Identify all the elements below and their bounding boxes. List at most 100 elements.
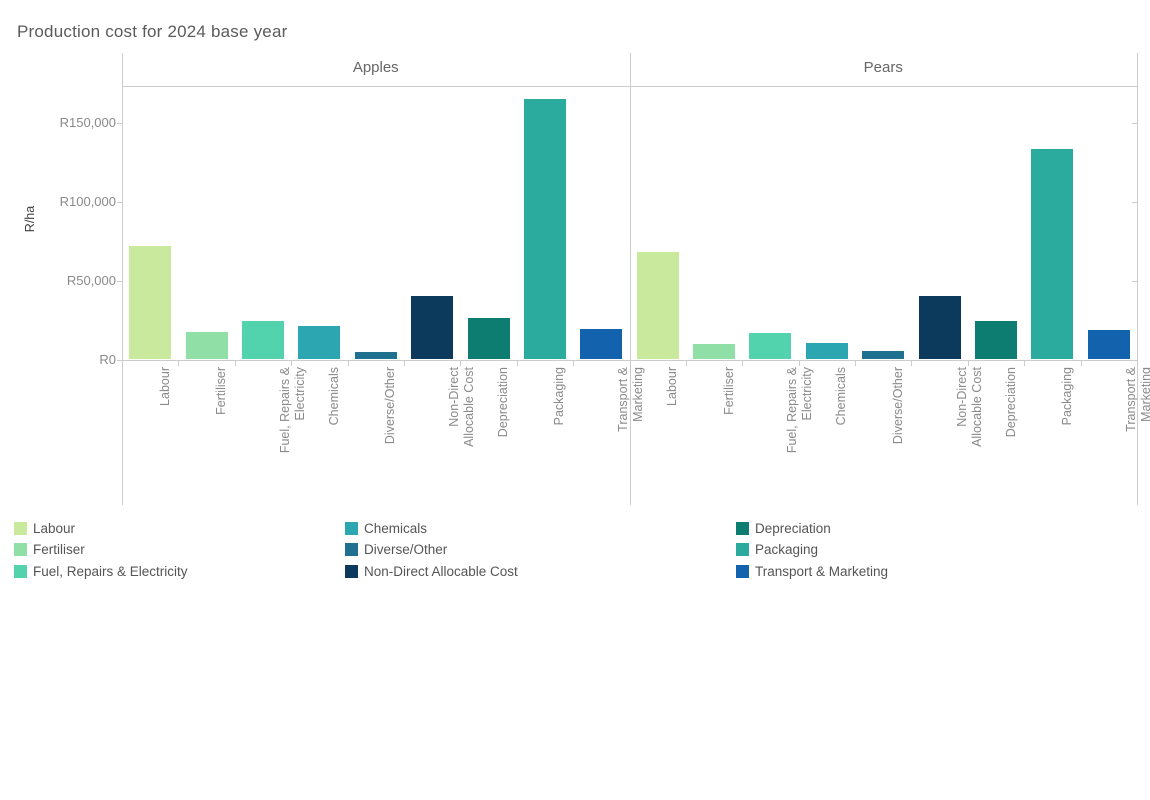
- bar-apples-packaging[interactable]: [523, 98, 566, 360]
- legend-label: Non-Direct Allocable Cost: [364, 563, 518, 579]
- x-axis-line: [122, 359, 1137, 361]
- bar-apples-non-direct-allocable-cost[interactable]: [411, 295, 454, 360]
- x-slot-tick: [967, 360, 969, 366]
- x-slot-tick: [291, 360, 293, 366]
- legend-swatch-packaging: [736, 543, 749, 557]
- bar-apples-diverse-other[interactable]: [354, 352, 397, 360]
- x-axis-label-labour: Labour: [665, 367, 680, 502]
- y-axis-tick-left-2: [117, 201, 122, 203]
- legend-swatch-depreciation: [736, 521, 749, 535]
- bar-apples-labour[interactable]: [129, 245, 172, 360]
- x-slot-tick: [855, 360, 857, 366]
- x-axis-label-line: Transport &: [616, 367, 631, 432]
- legend-label: Packaging: [755, 542, 819, 558]
- bar-apples-fuel-repairs-electricity[interactable]: [241, 320, 284, 360]
- legend-label: Transport & Marketing: [755, 563, 889, 579]
- legend-item-chemicals[interactable]: Chemicals: [345, 521, 675, 537]
- bar-pears-labour[interactable]: [636, 252, 679, 360]
- panel-border-vertical-1: [629, 53, 631, 505]
- legend-swatch-transport-marketing: [736, 564, 749, 578]
- x-axis-label-transport-marketing: Transport & Marketing: [1124, 367, 1150, 502]
- x-axis-label-fertiliser: Fertiliser: [722, 367, 737, 502]
- x-slot-tick: [234, 360, 236, 366]
- legend-swatch-fertiliser: [14, 543, 27, 557]
- x-axis-label-line: Fertiliser: [721, 367, 736, 415]
- legend-item-non-direct-allocable-cost[interactable]: Non-Direct Allocable Cost: [345, 564, 675, 580]
- x-axis-label-line: Diverse/Other: [890, 367, 905, 445]
- x-axis-label-diverse-other: Diverse/Other: [383, 367, 398, 502]
- x-axis-label-line: Non-Direct: [447, 367, 462, 427]
- x-slot-tick: [516, 360, 518, 366]
- legend-swatch-diverse-other: [345, 543, 358, 557]
- x-axis-label-line: Packaging: [1059, 367, 1074, 426]
- bar-pears-chemicals[interactable]: [805, 342, 848, 360]
- x-axis-label-transport-marketing: Transport & Marketing: [616, 367, 646, 502]
- y-axis-tick-label: R0: [99, 352, 116, 367]
- x-axis-label-line: Non-Direct: [954, 367, 969, 427]
- x-slot-tick: [685, 360, 687, 366]
- legend-label: Labour: [33, 520, 76, 536]
- x-axis-label-depreciation: Depreciation: [496, 367, 511, 502]
- y-axis-tick-label: R50,000: [66, 273, 116, 288]
- x-axis-label-line: Packaging: [552, 367, 567, 426]
- y-axis-tick-label: R100,000: [59, 194, 116, 209]
- bar-pears-packaging[interactable]: [1031, 149, 1074, 360]
- legend-item-fertiliser[interactable]: Fertiliser: [14, 542, 344, 558]
- bar-pears-depreciation[interactable]: [975, 320, 1018, 360]
- x-slot-tick: [798, 360, 800, 366]
- x-slot-tick: [742, 360, 744, 366]
- legend-item-fuel-repairs-electricity[interactable]: Fuel, Repairs & Electricity: [14, 564, 344, 580]
- bar-pears-diverse-other[interactable]: [862, 350, 905, 360]
- y-axis-title: R/ha: [23, 205, 37, 233]
- legend-item-packaging[interactable]: Packaging: [736, 542, 1066, 558]
- legend-swatch-chemicals: [345, 521, 358, 535]
- x-axis-label-line: Marketing: [1138, 367, 1150, 422]
- x-axis-label-line: Allocable Cost: [462, 367, 477, 447]
- x-axis-label-line: Fuel, Repairs &: [785, 367, 800, 454]
- panel-header-pears: Pears: [863, 59, 903, 76]
- legend-label: Diverse/Other: [364, 542, 448, 558]
- x-axis-label-line: Labour: [157, 367, 172, 406]
- header-separator-line: [122, 85, 1137, 87]
- legend-item-labour[interactable]: Labour: [14, 521, 344, 537]
- x-axis-label-line: Chemicals: [834, 367, 849, 426]
- x-slot-tick: [178, 360, 180, 366]
- x-axis-label-depreciation: Depreciation: [1004, 367, 1019, 502]
- x-axis-label-fuel-repairs-electricity: Fuel, Repairs & Electricity: [278, 367, 308, 502]
- x-axis-label-line: Diverse/Other: [383, 367, 398, 445]
- x-axis-label-line: Transport &: [1123, 367, 1138, 432]
- x-axis-label-labour: Labour: [158, 367, 173, 502]
- x-axis-label-line: Labour: [665, 367, 680, 406]
- bar-apples-transport-marketing[interactable]: [580, 328, 623, 360]
- x-axis-label-line: Depreciation: [1003, 367, 1018, 438]
- x-axis-label-line: Electricity: [292, 367, 307, 421]
- x-axis-label-fertiliser: Fertiliser: [214, 367, 229, 502]
- y-axis-tick-left-0: [117, 359, 122, 361]
- legend-item-transport-marketing[interactable]: Transport & Marketing: [736, 564, 1066, 580]
- bar-pears-fuel-repairs-electricity[interactable]: [749, 332, 792, 360]
- x-slot-tick: [1024, 360, 1026, 366]
- x-axis-label-line: Allocable Cost: [969, 367, 984, 447]
- legend-swatch-non-direct-allocable-cost: [345, 564, 358, 578]
- bar-apples-fertiliser[interactable]: [185, 331, 228, 360]
- legend-item-diverse-other[interactable]: Diverse/Other: [345, 542, 675, 558]
- y-axis-tick-right-2: [1132, 201, 1137, 203]
- bar-pears-fertiliser[interactable]: [693, 343, 736, 360]
- bar-apples-chemicals[interactable]: [298, 326, 341, 360]
- legend-item-depreciation[interactable]: Depreciation: [736, 521, 1066, 537]
- bar-apples-depreciation[interactable]: [467, 318, 510, 360]
- bar-pears-non-direct-allocable-cost[interactable]: [918, 295, 961, 360]
- chart-title: Production cost for 2024 base year: [17, 22, 288, 41]
- x-axis-label-line: Fertiliser: [214, 367, 229, 415]
- y-axis-tick-right-0: [1132, 359, 1137, 361]
- x-axis-label-fuel-repairs-electricity: Fuel, Repairs & Electricity: [785, 367, 815, 502]
- panel-header-apples: Apples: [352, 59, 399, 76]
- panel-border-vertical-0: [122, 53, 123, 505]
- x-axis-label-line: Marketing: [631, 367, 646, 422]
- x-slot-tick: [1080, 360, 1082, 366]
- x-slot-tick: [911, 360, 913, 366]
- y-axis-tick-left-3: [117, 122, 122, 124]
- bar-pears-transport-marketing[interactable]: [1087, 330, 1130, 360]
- x-slot-tick: [403, 360, 405, 366]
